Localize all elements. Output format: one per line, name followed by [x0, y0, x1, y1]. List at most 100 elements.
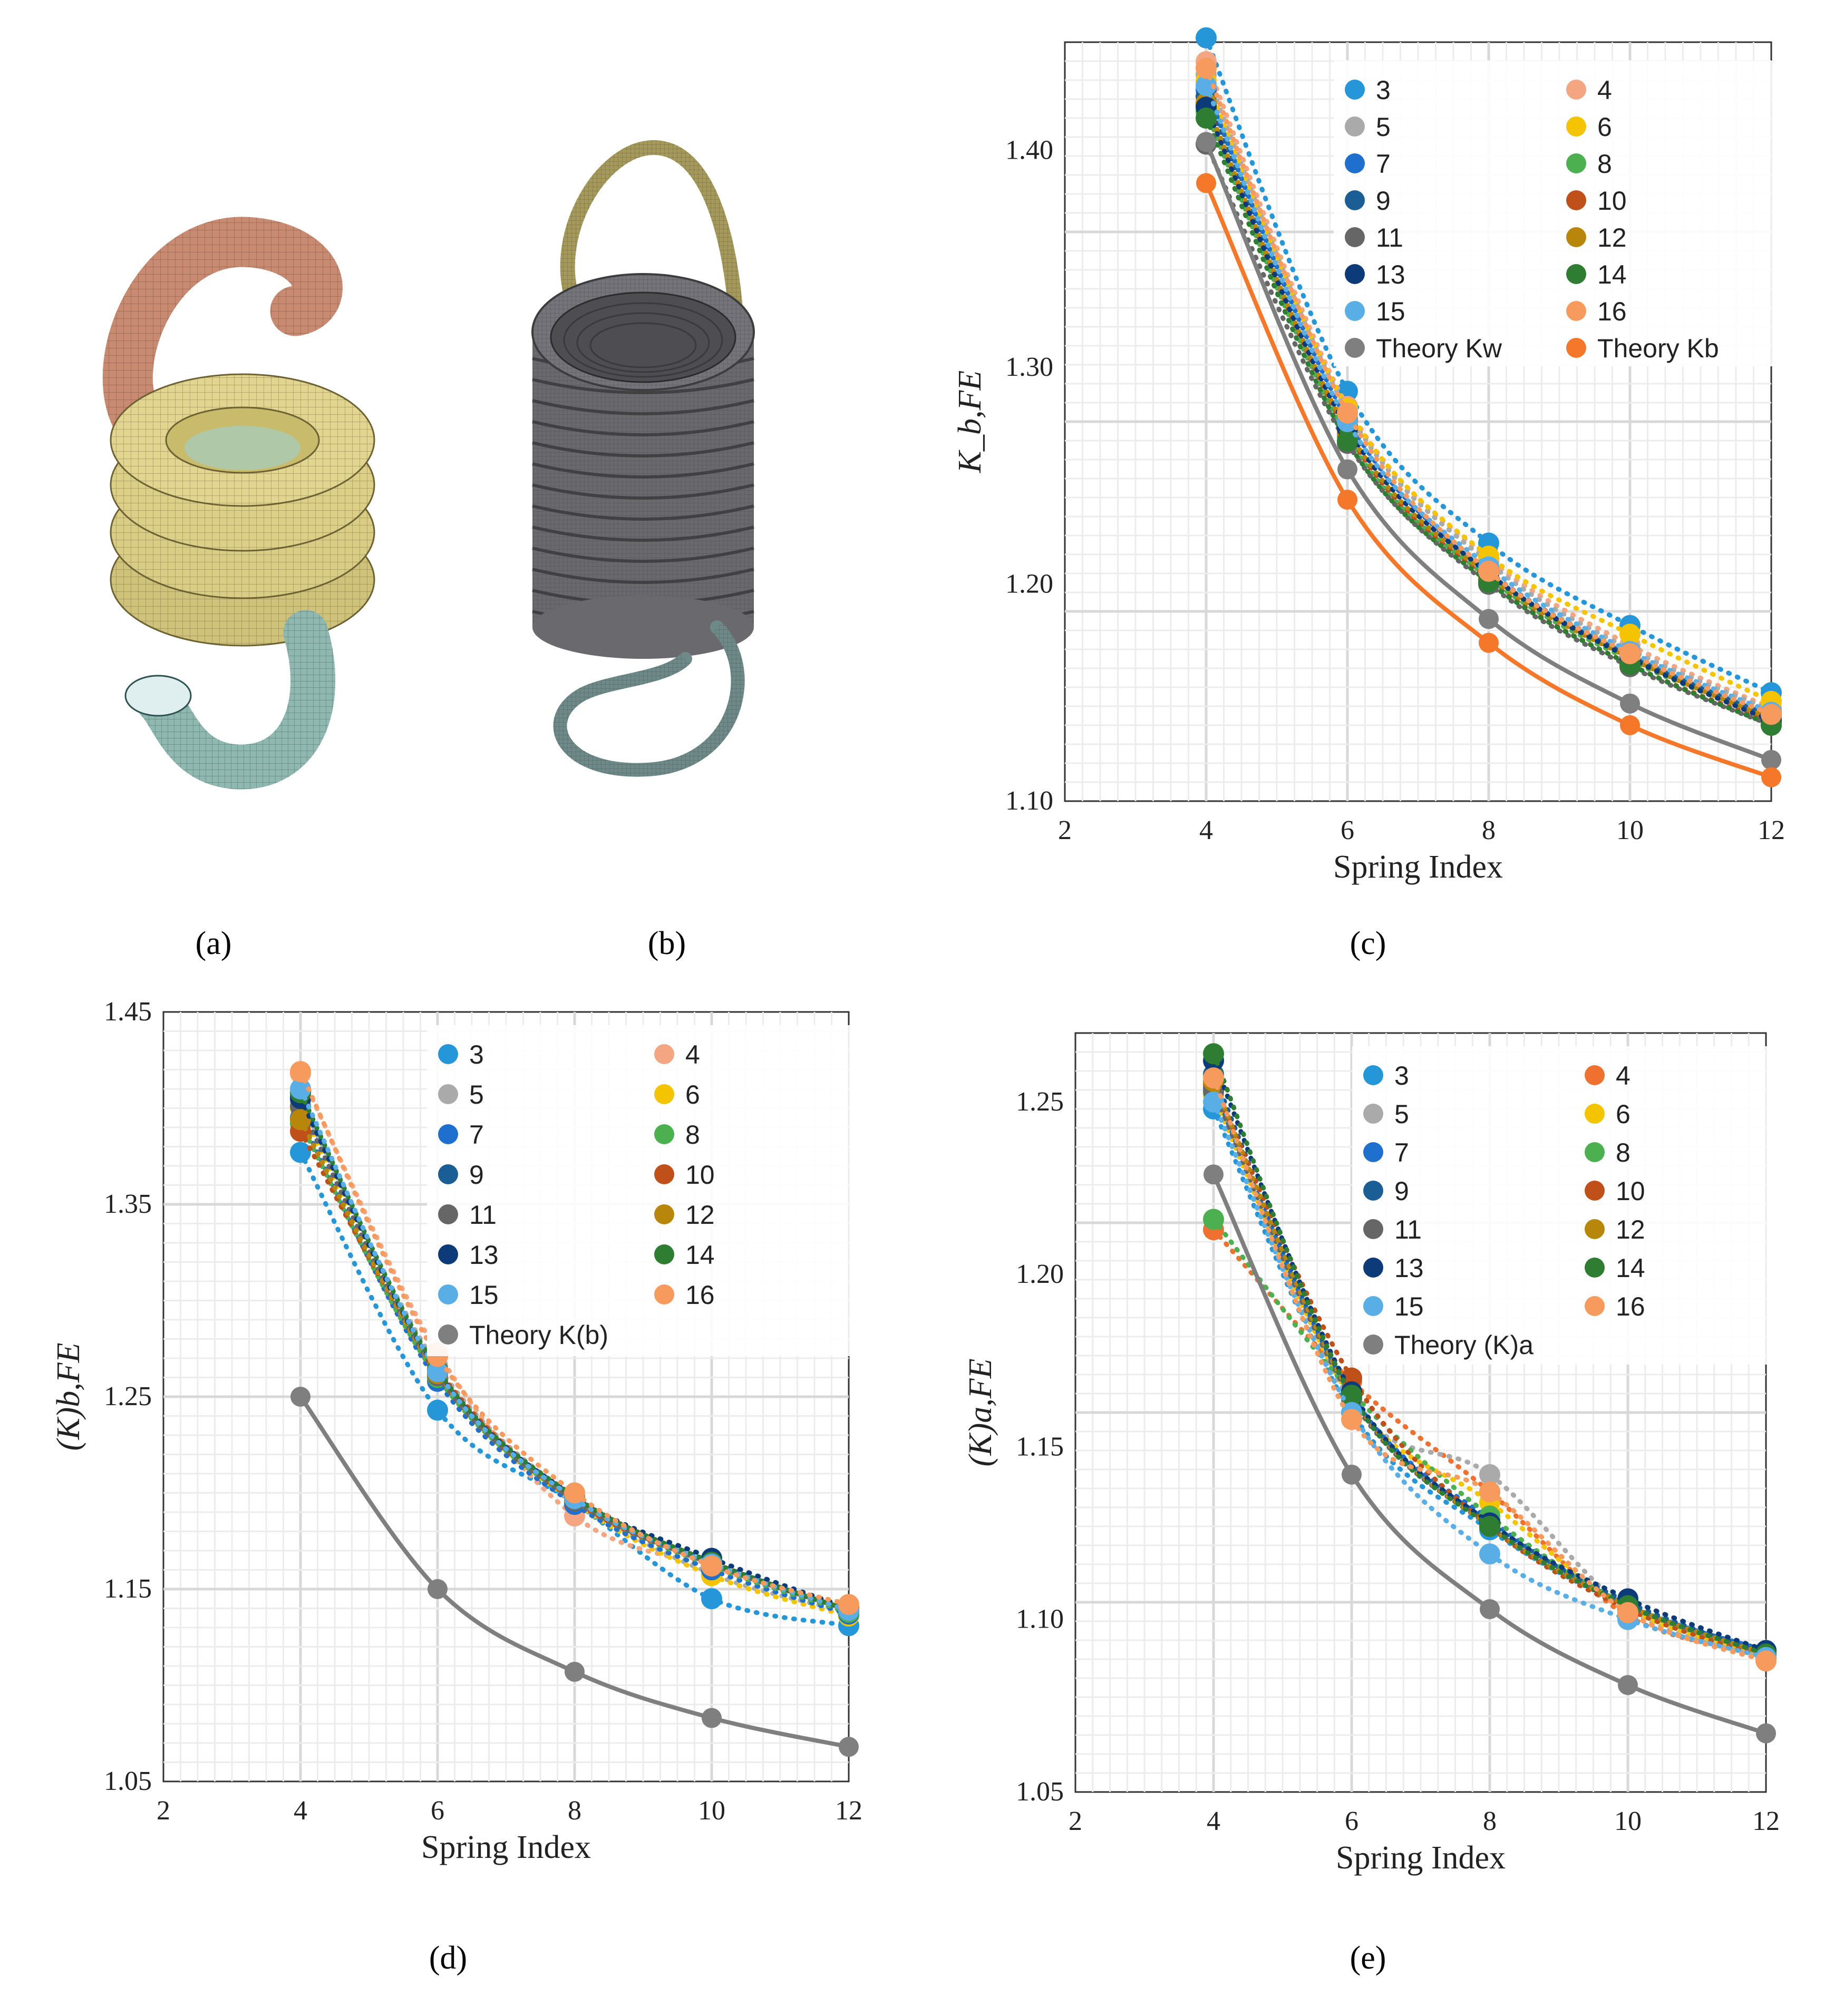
data-point — [564, 1482, 585, 1504]
legend-label: 4 — [685, 1040, 700, 1069]
legend-marker — [1363, 1065, 1383, 1085]
legend-label: Theory Kw — [1376, 334, 1502, 363]
data-point — [839, 1737, 859, 1757]
chart-c: 2 4 6 8 10 12 1.10 1.20 1.30 1.40 Spring Index K_b,… — [938, 26, 1835, 901]
legend-label: 4 — [1616, 1061, 1631, 1090]
legend-background — [1334, 61, 1787, 366]
data-point — [1196, 27, 1217, 48]
legend-label: 11 — [469, 1200, 497, 1230]
series-line — [1204, 181, 1773, 780]
legend-label: 6 — [1616, 1099, 1631, 1129]
x-axis-label: Spring Index — [421, 1829, 591, 1865]
series-line — [1204, 115, 1774, 728]
y-tick-label: 1.10 — [1005, 786, 1053, 816]
series-line — [1211, 1106, 1769, 1653]
legend-label: 11 — [1376, 223, 1403, 252]
legend-item: 3 — [1345, 75, 1391, 105]
legend-label: 8 — [1597, 149, 1612, 179]
legend-label: 8 — [685, 1120, 700, 1150]
series-16 — [1203, 1067, 1777, 1672]
data-point — [1341, 1409, 1362, 1430]
legend-label: 5 — [1376, 112, 1391, 142]
legend-marker — [1585, 1258, 1605, 1278]
legend-marker — [1566, 190, 1586, 210]
legend-marker — [1585, 1065, 1605, 1085]
legend-label: 5 — [469, 1080, 484, 1109]
legend-label: 14 — [1597, 260, 1627, 289]
legend-marker — [1585, 1142, 1605, 1162]
legend-label: 10 — [1616, 1176, 1645, 1206]
series-theory-kw — [1196, 132, 1781, 770]
legend-item: 5 — [1345, 112, 1391, 142]
legend-marker — [438, 1284, 458, 1304]
x-tick-label: 6 — [1341, 815, 1354, 845]
legend-marker — [1363, 1142, 1383, 1162]
legend-item: 9 — [438, 1160, 484, 1190]
x-tick-label: 12 — [1752, 1806, 1780, 1836]
legend-item: 7 — [438, 1120, 484, 1150]
spring-model-b-illustration — [531, 140, 755, 777]
series-line — [1204, 100, 1774, 722]
legend-label: Theory Kb — [1597, 334, 1719, 363]
chart-e-svg: 2 4 6 8 10 12 1.05 1.10 1.15 1.20 1.25 Spring Index… — [963, 1032, 1806, 1876]
chart-c-svg: 2 4 6 8 10 12 1.10 1.20 1.30 1.40 Spring Index K_b,… — [952, 27, 1787, 885]
legend-label: 9 — [1376, 186, 1391, 216]
data-point — [1196, 57, 1217, 79]
series-line — [1204, 65, 1774, 717]
data-point — [701, 1555, 722, 1577]
data-point — [1619, 643, 1641, 665]
legend-item: 10 — [1566, 186, 1627, 216]
series-line — [1204, 35, 1774, 695]
x-tick-label: 10 — [1616, 815, 1644, 845]
spring-model-b — [517, 132, 812, 806]
series-group — [1196, 27, 1782, 787]
caption-a: (a) — [195, 926, 232, 961]
legend-marker — [1585, 1181, 1605, 1201]
legend-marker — [1566, 264, 1586, 284]
legend-label: 12 — [685, 1200, 715, 1230]
x-tick-label: 4 — [294, 1796, 307, 1826]
legend-label: 5 — [1394, 1099, 1409, 1129]
data-point — [1479, 609, 1499, 629]
x-tick-label: 10 — [1614, 1806, 1642, 1836]
x-tick-label: 2 — [1058, 815, 1072, 845]
legend-label: 13 — [469, 1240, 499, 1270]
x-tick-label: 6 — [1345, 1806, 1358, 1836]
legend-item: 4 — [1585, 1061, 1631, 1090]
x-tick-label: 4 — [1207, 1806, 1220, 1836]
series-line — [298, 1115, 851, 1616]
y-tick-label: 1.05 — [104, 1766, 152, 1796]
legend-item: 14 — [1566, 260, 1627, 289]
legend-label: 9 — [469, 1160, 484, 1190]
legend-item: 14 — [654, 1240, 715, 1270]
legend-item: 11 — [1363, 1215, 1422, 1244]
series-line — [1211, 1075, 1769, 1663]
legend-marker — [1363, 1181, 1383, 1201]
series-line — [1204, 141, 1774, 728]
y-tick-label: 1.35 — [104, 1189, 152, 1219]
data-point — [701, 1588, 722, 1610]
legend-item: 3 — [438, 1040, 484, 1069]
legend-item: 6 — [1566, 112, 1612, 142]
data-point — [1337, 402, 1358, 424]
data-point — [290, 1061, 311, 1083]
data-point — [1203, 1209, 1224, 1230]
chart-e: 2 4 6 8 10 12 1.05 1.10 1.15 1.20 1.25 Spring Index… — [944, 1001, 1835, 1908]
legend-label: 8 — [1616, 1138, 1631, 1167]
legend-item: 12 — [654, 1200, 715, 1230]
legend-item: 16 — [654, 1280, 715, 1310]
legend-item: 13 — [438, 1240, 499, 1270]
y-tick-label: 1.25 — [104, 1381, 152, 1411]
legend-marker — [654, 1244, 674, 1264]
legend-marker — [654, 1044, 674, 1064]
y-tick-label: 1.25 — [1016, 1087, 1064, 1117]
series-line — [298, 1395, 851, 1749]
data-point — [838, 1594, 859, 1615]
series-group — [290, 1061, 859, 1757]
data-point — [702, 1708, 722, 1728]
series-16 — [1196, 57, 1782, 725]
legend-marker — [1585, 1104, 1605, 1124]
data-point — [427, 1361, 448, 1382]
series-theory-kb — [1196, 173, 1781, 787]
data-point — [1337, 490, 1357, 510]
